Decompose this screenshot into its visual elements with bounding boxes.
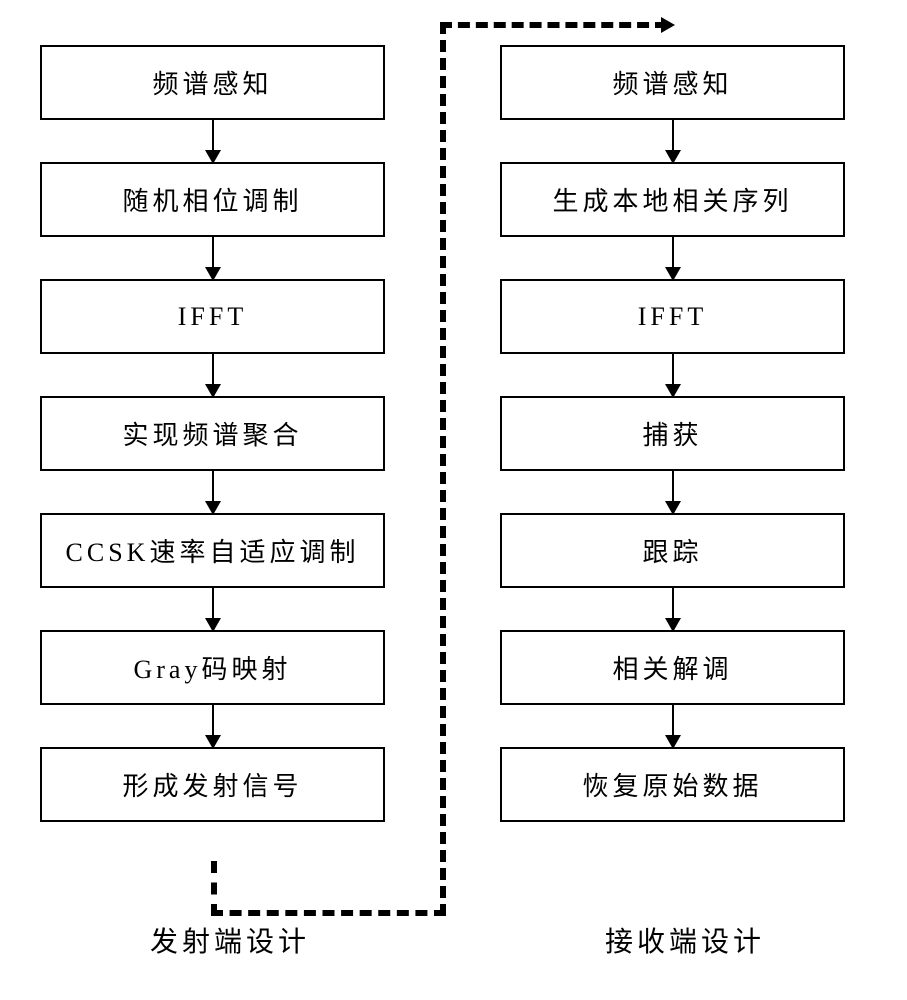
tx-node-spectrum-sensing: 频谱感知 bbox=[40, 45, 385, 120]
arrow-down bbox=[672, 471, 674, 513]
transmitter-column: 频谱感知 随机相位调制 IFFT 实现频谱聚合 CCSK速率自适应调制 Gray… bbox=[40, 45, 385, 822]
arrow-down bbox=[212, 354, 214, 396]
arrow-down bbox=[212, 237, 214, 279]
dashed-connector-segment bbox=[440, 22, 446, 916]
rx-node-ifft: IFFT bbox=[500, 279, 845, 354]
tx-node-gray: Gray码映射 bbox=[40, 630, 385, 705]
node-label: 跟踪 bbox=[642, 532, 702, 569]
node-label: 形成发射信号 bbox=[122, 766, 302, 803]
rx-node-tracking: 跟踪 bbox=[500, 513, 845, 588]
transmitter-caption: 发射端设计 bbox=[150, 920, 310, 960]
node-label: Gray码映射 bbox=[134, 649, 292, 686]
node-label: IFFT bbox=[638, 302, 707, 332]
node-label: IFFT bbox=[178, 302, 247, 332]
node-label: 恢复原始数据 bbox=[582, 766, 762, 803]
rx-node-spectrum-sensing: 频谱感知 bbox=[500, 45, 845, 120]
arrow-down bbox=[672, 588, 674, 630]
rx-node-capture: 捕获 bbox=[500, 396, 845, 471]
arrow-down bbox=[672, 237, 674, 279]
dashed-connector-segment bbox=[440, 22, 667, 28]
arrow-down bbox=[212, 705, 214, 747]
tx-node-emit-signal: 形成发射信号 bbox=[40, 747, 385, 822]
receiver-caption: 接收端设计 bbox=[605, 920, 765, 960]
node-label: 相关解调 bbox=[612, 649, 732, 686]
tx-node-ccsk: CCSK速率自适应调制 bbox=[40, 513, 385, 588]
arrow-down bbox=[212, 588, 214, 630]
receiver-column: 频谱感知 生成本地相关序列 IFFT 捕获 跟踪 相关解调 恢复原始数据 bbox=[500, 45, 845, 822]
arrow-down bbox=[672, 705, 674, 747]
dashed-connector-segment bbox=[211, 861, 217, 916]
arrow-down bbox=[672, 120, 674, 162]
tx-node-spectrum-agg: 实现频谱聚合 bbox=[40, 396, 385, 471]
node-label: 频谱感知 bbox=[612, 64, 732, 101]
node-label: 捕获 bbox=[642, 415, 702, 452]
dashed-connector-segment bbox=[211, 910, 446, 916]
node-label: 实现频谱聚合 bbox=[122, 415, 302, 452]
tx-node-ifft: IFFT bbox=[40, 279, 385, 354]
rx-node-local-sequence: 生成本地相关序列 bbox=[500, 162, 845, 237]
rx-node-recover: 恢复原始数据 bbox=[500, 747, 845, 822]
node-label: 生成本地相关序列 bbox=[552, 181, 792, 218]
arrow-down bbox=[212, 471, 214, 513]
dashed-connector-arrowhead bbox=[661, 17, 675, 33]
tx-node-random-phase: 随机相位调制 bbox=[40, 162, 385, 237]
arrow-down bbox=[672, 354, 674, 396]
arrow-down bbox=[212, 120, 214, 162]
node-label: 随机相位调制 bbox=[122, 181, 302, 218]
rx-node-demod: 相关解调 bbox=[500, 630, 845, 705]
node-label: 频谱感知 bbox=[152, 64, 272, 101]
node-label: CCSK速率自适应调制 bbox=[66, 532, 360, 569]
